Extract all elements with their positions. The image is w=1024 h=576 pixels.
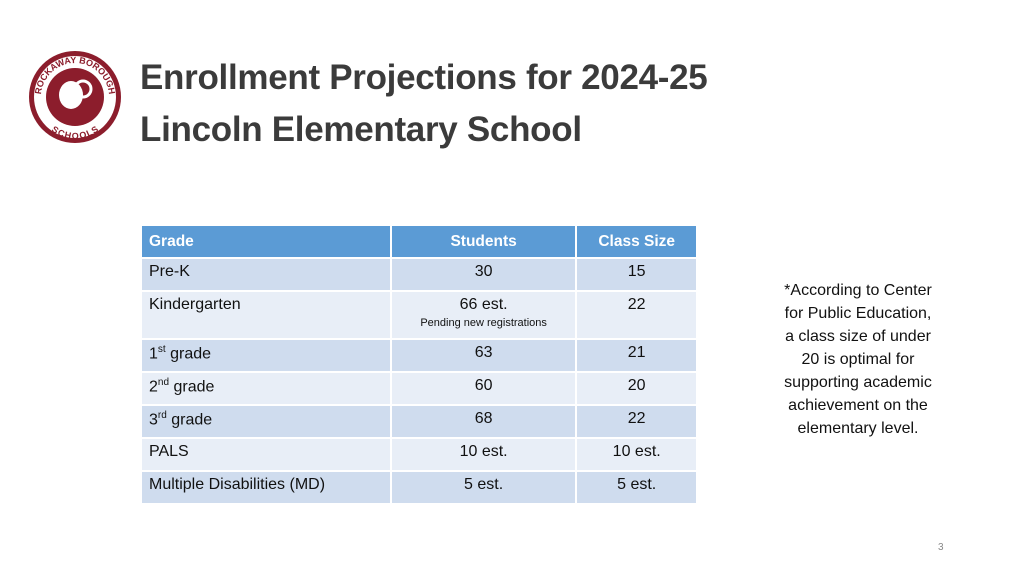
table-cell: 2nd grade (140, 371, 392, 406)
note-line: *According to Center (784, 282, 932, 299)
table-cell: 21 (575, 338, 698, 373)
table-cell: 3rd grade (140, 404, 392, 439)
title: Enrollment Projections for 2024-25 Linco… (140, 52, 708, 156)
table-cell: 60 (389, 371, 578, 406)
table-cell: 68 (389, 404, 578, 439)
note-line: achievement on the (788, 397, 928, 414)
cell-note: Pending new registrations (420, 317, 547, 329)
table-cell: 63 (389, 338, 578, 373)
table-cell: 1st grade (140, 338, 392, 373)
note-line: elementary level. (797, 420, 919, 437)
enrollment-table: Grade Students Class Size Pre-K 30 15 Kinderga… (140, 224, 698, 505)
table-cell: Multiple Disabilities (MD) (140, 470, 392, 505)
table-cell: 10 est. (575, 437, 698, 472)
note-line: for Public Education, (784, 305, 932, 322)
header-row: Grade Students Class Size (140, 224, 698, 259)
table-row: Kindergarten 66 est. Pending new registrat… (140, 290, 698, 340)
column-header: Class Size (575, 224, 698, 259)
logo: ROCKAWAY BOROUGH SCHOOLS (29, 51, 121, 143)
table-row: PALS 10 est. 10 est. (140, 437, 698, 472)
cell-superscript: rd (157, 410, 167, 421)
table-cell: Kindergarten (140, 290, 392, 340)
cell-text: 3 (149, 411, 158, 429)
note: *According to Center for Public Education… (758, 279, 958, 440)
table-cell: 30 (389, 257, 578, 292)
table-row: 1st grade 63 21 (140, 338, 698, 373)
note-line: a class size of under (785, 328, 931, 345)
logo-horn (73, 79, 93, 99)
note-line: supporting academic (784, 374, 932, 391)
cell-text: grade (166, 411, 213, 429)
cell-text: 1 (149, 345, 158, 363)
table-cell: PALS (140, 437, 392, 472)
cell-superscript: st (157, 344, 166, 355)
column-header: Grade (140, 224, 392, 259)
table-cell: 10 est. (389, 437, 578, 472)
note-line: 20 is optimal for (801, 351, 915, 368)
table-row: 2nd grade 60 20 (140, 371, 698, 406)
title-line: Lincoln Elementary School (140, 110, 582, 149)
table-cell: 66 est. Pending new registrations (389, 290, 578, 340)
table-row: Pre-K 30 15 (140, 257, 698, 292)
table-cell: 22 (575, 290, 698, 340)
table-cell: 20 (575, 371, 698, 406)
cell-text: grade (169, 378, 215, 396)
logo-ram (59, 81, 83, 109)
table-cell: 22 (575, 404, 698, 439)
table-cell: 5 est. (389, 470, 578, 505)
table-cell: 15 (575, 257, 698, 292)
cell-text: 2 (149, 378, 158, 396)
table-row: Multiple Disabilities (MD) 5 est. 5 est. (140, 470, 698, 505)
table-cell: Pre-K (140, 257, 392, 292)
cell-superscript: nd (157, 377, 170, 388)
page-number: 3 (938, 542, 944, 553)
column-header: Students (389, 224, 578, 259)
table-row: 3rd grade 68 22 (140, 404, 698, 439)
title-line: Enrollment Projections for 2024-25 (140, 58, 708, 97)
cell-text: 66 est. (459, 296, 508, 313)
table-cell: 5 est. (575, 470, 698, 505)
cell-text: grade (165, 345, 212, 363)
